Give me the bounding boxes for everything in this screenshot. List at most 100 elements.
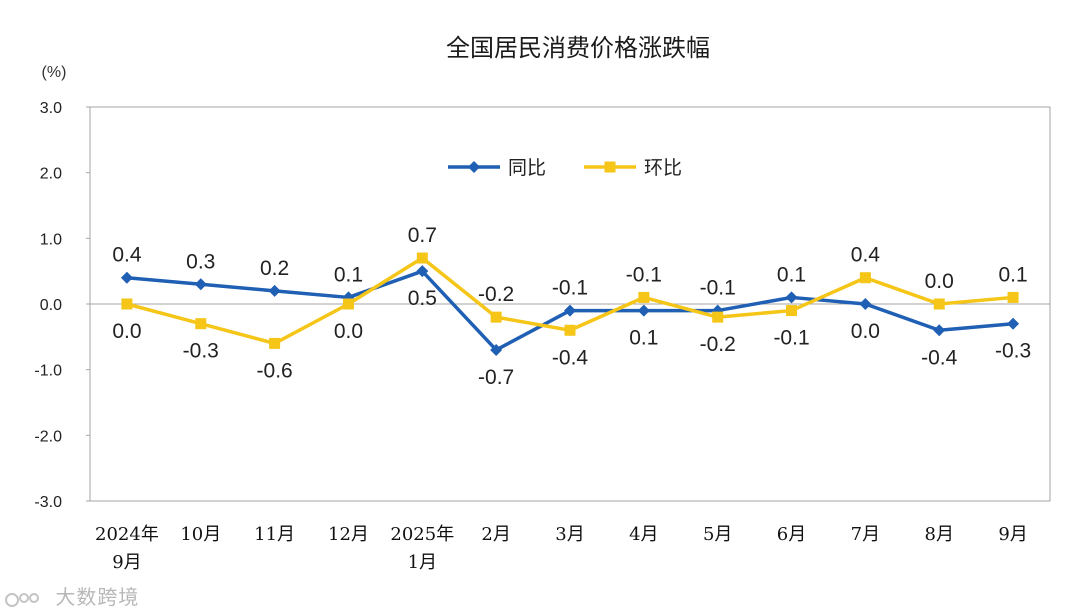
series-2-point — [564, 324, 576, 336]
logo-icon — [5, 592, 39, 607]
chart-title: 全国居民消费价格涨跌幅 — [446, 34, 710, 62]
series-2-point — [786, 305, 798, 317]
y-tick-label: -1.0 — [34, 363, 62, 380]
data-label-series-2: -0.2 — [700, 333, 736, 356]
data-label-series-2: -0.6 — [257, 359, 293, 382]
data-label-series-2: -0.3 — [183, 340, 219, 363]
x-tick-label: 8月 — [925, 524, 954, 545]
x-tick-label: 5月 — [703, 524, 732, 545]
y-tick-label: 0.0 — [40, 297, 62, 314]
x-tick-line: 3月 — [555, 524, 584, 545]
series-1-point — [416, 265, 429, 278]
series-2-point — [638, 291, 650, 303]
x-tick-line: 4月 — [629, 524, 658, 545]
data-label-series-1: -0.3 — [995, 340, 1031, 363]
x-tick-label: 3月 — [555, 524, 584, 545]
x-tick-line: 9月 — [112, 552, 141, 573]
legend: 同比 环比 — [448, 157, 682, 179]
x-tick-line: 10月 — [180, 524, 221, 545]
x-tick-line: 2月 — [481, 524, 510, 545]
watermark-text: 大数跨境 — [55, 585, 140, 609]
data-label-series-2: 0.0 — [112, 320, 141, 343]
series-1-point — [1007, 317, 1020, 330]
x-tick-line: 5月 — [703, 524, 732, 545]
data-label-series-2: 0.1 — [998, 263, 1027, 286]
x-tick-line: 2024年 — [95, 524, 159, 545]
y-tick-label: 1.0 — [40, 231, 62, 248]
y-axis-unit: (%) — [42, 64, 67, 81]
x-tick-label: 11月 — [254, 524, 295, 545]
data-label-series-2: -0.4 — [552, 346, 589, 369]
data-label-series-1: 0.1 — [777, 263, 806, 286]
x-tick-label: 9月 — [998, 524, 1027, 545]
series-1-point — [120, 271, 133, 284]
data-label-series-2: -0.1 — [626, 263, 662, 286]
data-label-series-1: 0.1 — [334, 263, 363, 286]
x-tick-line: 2025年 — [390, 524, 454, 545]
series-2-point — [269, 337, 281, 349]
data-label-series-2: -0.1 — [773, 327, 809, 350]
legend-marker-2 — [604, 161, 616, 173]
x-tick-line: 7月 — [851, 524, 880, 545]
x-tick-label: 2024年 9月 — [95, 524, 159, 573]
x-tick-line: 8月 — [925, 524, 954, 545]
x-tick-label: 4月 — [629, 524, 658, 545]
data-label-series-1: 0.5 — [408, 287, 437, 310]
series-2-point — [195, 318, 207, 330]
data-label-series-1: 0.2 — [260, 257, 289, 280]
series-2-point — [342, 298, 354, 310]
series-2-point — [121, 298, 133, 310]
data-label-series-1: 0.1 — [629, 327, 658, 350]
data-labels: 0.4 0.3 0.2 0.1 0.5 -0.7 -0.1 0.1 -0.1 0.1 0.0 -0.4… — [112, 224, 1031, 389]
data-label-series-1: 0.0 — [851, 320, 880, 343]
x-tick-line: 11月 — [254, 524, 295, 545]
x-tick-label: 7月 — [851, 524, 880, 545]
x-axis: 2024年 9月 10月 11月 12月 2025年 1月 2月 3月 4月 5月 6月 7月 8月 9月 — [95, 524, 1028, 573]
series-1-point — [933, 324, 946, 337]
series-1-point — [859, 298, 872, 310]
data-label-series-2: -0.2 — [478, 283, 514, 306]
x-tick-label: 2月 — [481, 524, 510, 545]
x-tick-label: 12月 — [328, 524, 369, 545]
series-1-point — [637, 304, 650, 317]
series-2-point — [859, 272, 871, 284]
x-tick-label: 10月 — [180, 524, 221, 545]
data-label-series-2: 0.7 — [408, 224, 437, 247]
x-tick-line: 9月 — [998, 524, 1027, 545]
data-label-series-2: 0.4 — [851, 244, 881, 267]
x-tick-line: 12月 — [328, 524, 369, 545]
data-label-series-1: 0.3 — [186, 250, 215, 273]
y-tick-label: 3.0 — [40, 100, 62, 117]
x-tick-line: 1月 — [408, 552, 437, 573]
legend-marker-1 — [468, 161, 480, 173]
legend-label-2: 环比 — [644, 157, 682, 179]
y-tick-label: -3.0 — [34, 494, 62, 511]
legend-label-1: 同比 — [508, 157, 546, 179]
data-label-series-1: -0.4 — [921, 346, 958, 369]
series-layer — [120, 252, 1020, 356]
series-1-point — [268, 284, 281, 297]
y-tick-label: 2.0 — [40, 166, 62, 183]
series-2-point — [1007, 291, 1019, 303]
x-tick-line: 6月 — [777, 524, 806, 545]
data-label-series-2: 0.0 — [334, 320, 363, 343]
x-tick-label: 2025年 1月 — [390, 524, 454, 573]
watermark: 大数跨境 — [4, 581, 139, 610]
series-1-point — [785, 291, 798, 304]
series-1-point — [194, 278, 207, 291]
data-label-series-1: -0.1 — [700, 277, 736, 300]
data-label-series-1: -0.7 — [478, 366, 514, 389]
x-tick-label: 6月 — [777, 524, 806, 545]
data-label-series-1: 0.4 — [112, 244, 142, 267]
y-tick-label: -2.0 — [34, 428, 62, 445]
series-1-point — [490, 343, 503, 356]
series-2-point — [712, 311, 724, 323]
data-label-series-2: 0.0 — [925, 270, 954, 293]
series-2-point — [933, 298, 945, 310]
series-1-point — [564, 304, 576, 317]
data-label-series-1: -0.1 — [552, 277, 588, 300]
y-axis: 3.0 2.0 1.0 0.0 -1.0 -2.0 -3.0 — [34, 100, 90, 511]
series-2-point — [490, 311, 502, 323]
series-2-point — [416, 252, 428, 264]
